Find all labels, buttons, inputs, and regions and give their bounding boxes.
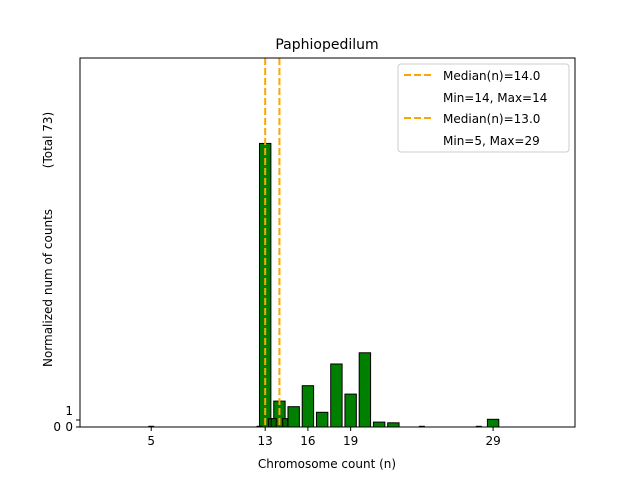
legend-sub-1: Min=14, Max=14 [443,91,547,105]
bar-counts-18 [330,363,343,428]
legend-sub-2: Min=5, Max=29 [443,134,540,148]
legend: Median(n)=14.0 Min=14, Max=14 Median(n)=… [397,63,570,153]
bar-counts-22 [387,422,400,428]
y-axis-total-note: (Total 73) [41,112,55,168]
x-tick-label-19: 19 [343,434,358,448]
bar-counts-secondary-14.4 [282,418,289,428]
legend-label-2: Median(n)=13.0 [443,112,540,126]
x-tick-label-5: 5 [147,434,155,448]
bar-counts-29 [486,418,500,428]
y-tick-label-0: 0 [65,420,73,434]
plot-frame [79,57,576,428]
y-axis-label: Normalized num of counts [41,209,55,367]
x-tick-label-29: 29 [485,434,500,448]
x-tick-label-13: 13 [258,434,273,448]
bar-counts-17 [315,411,329,428]
bar-counts-20 [358,352,372,428]
legend-label-1: Median(n)=14.0 [443,69,540,83]
bar-counts-16 [301,385,315,428]
bar-counts-secondary-13.6 [270,418,277,428]
legend-box [397,63,570,153]
bar-counts-15 [287,406,300,428]
x-axis-label: Chromosome count (n) [258,457,396,471]
y-tick-label-1: 0 [53,420,61,434]
bar-counts-19 [344,393,357,428]
x-tick-label-16: 16 [300,434,315,448]
chart-title: Paphiopedilum [275,37,378,53]
bar-counts-21 [372,421,386,428]
y-tick-label-2: 1 [65,404,73,418]
